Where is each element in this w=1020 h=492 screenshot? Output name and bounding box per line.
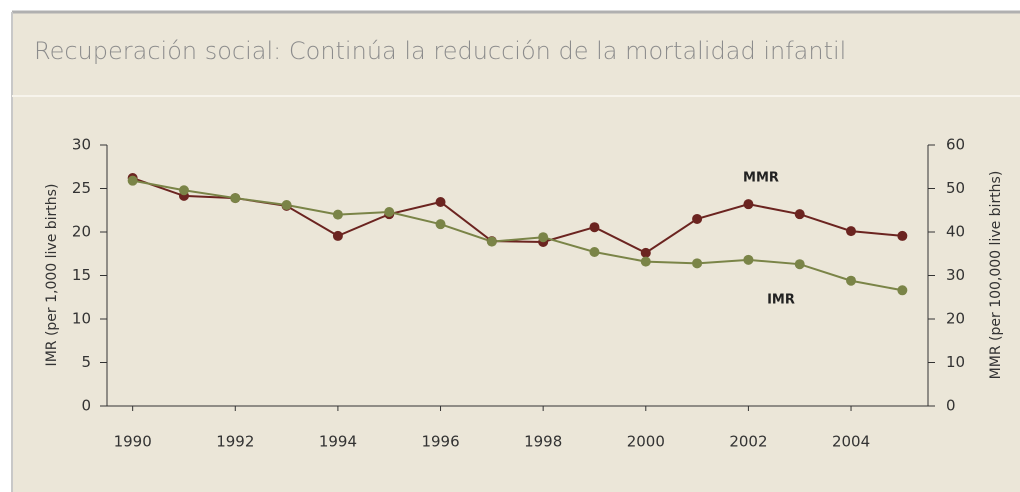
panel [12, 12, 1020, 492]
point [846, 226, 857, 237]
y2-tick-label: 50 [946, 179, 965, 197]
point [640, 247, 651, 258]
chart-title: Recuperación social: Continúa la reducci… [34, 37, 846, 65]
y-tick-label: 0 [81, 397, 91, 415]
y2-tick-label: 20 [946, 310, 965, 328]
y-tick-label: 15 [72, 266, 91, 284]
x-tick-label: 1992 [216, 433, 254, 451]
point [281, 200, 292, 211]
point [743, 199, 754, 210]
y2-tick-label: 10 [946, 353, 965, 371]
point [332, 209, 343, 220]
x-tick-label: 2004 [832, 433, 870, 451]
point [230, 193, 241, 204]
point [794, 209, 805, 220]
annotation: MMR [743, 171, 779, 186]
point [794, 259, 805, 270]
series-line [132, 179, 903, 292]
point [640, 256, 651, 267]
y2-tick-label: 30 [946, 266, 965, 284]
y-tick-label: 5 [81, 353, 91, 371]
point [743, 254, 754, 265]
annotation: IMR [767, 293, 795, 308]
x-tick-label: 2002 [729, 433, 767, 451]
y2-tick-label: 0 [946, 397, 956, 415]
point [692, 258, 703, 269]
y-tick-label: 10 [72, 310, 91, 328]
y2-tick-label: 60 [946, 136, 965, 154]
point [692, 213, 703, 224]
point [846, 275, 857, 286]
y-axis-label: IMR (per 1,000 live births) [44, 184, 60, 367]
x-tick-label: 1990 [114, 433, 152, 451]
x-tick-label: 2000 [627, 433, 665, 451]
y-tick-label: 20 [72, 223, 91, 241]
point [178, 185, 189, 196]
x-tick-label: 1998 [524, 433, 562, 451]
point [435, 196, 446, 207]
y-tick-label: 25 [72, 179, 91, 197]
point [897, 230, 908, 241]
y2-axis-label: MMR (per 100,000 live births) [988, 171, 1004, 380]
point [897, 285, 908, 296]
point [589, 247, 600, 258]
x-tick-label: 1994 [319, 433, 357, 451]
point [435, 219, 446, 230]
point [589, 222, 600, 233]
x-tick-label: 1996 [421, 433, 459, 451]
point [127, 175, 138, 186]
y-tick-label: 30 [72, 136, 91, 154]
point [486, 236, 497, 247]
point [384, 206, 395, 217]
point [332, 230, 343, 241]
point [538, 232, 549, 243]
y2-tick-label: 40 [946, 223, 965, 241]
